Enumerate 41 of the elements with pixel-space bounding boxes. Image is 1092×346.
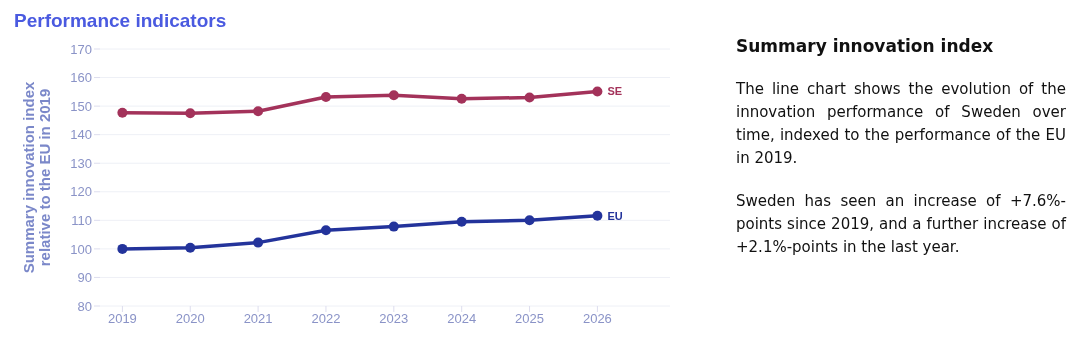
x-tick-label: 2023 (379, 311, 409, 327)
point (592, 210, 603, 221)
text: The line chart shows the evolution of the innovation performance of Sweden over time, indexed to the performance of the EU in 2019. (736, 79, 1066, 169)
point (185, 108, 196, 119)
point (456, 216, 467, 227)
y-tick-label: 90 (77, 270, 92, 286)
x-tick-label: 2024 (447, 311, 477, 327)
y-tick-label: 80 (77, 298, 92, 314)
text: Sweden has seen an increase of +7.6%-points since 2019, and a further increase of +2.1%-points in the last year. (736, 191, 1066, 258)
point (524, 215, 535, 226)
x-tick-label: 2026 (582, 311, 612, 327)
point (388, 221, 399, 232)
y-tick-label: 120 (70, 184, 92, 200)
point (117, 243, 128, 254)
y-tick-label: 130 (70, 155, 92, 171)
point (253, 237, 264, 248)
chart-title: Performance indicators (14, 9, 228, 33)
x-tick-label: 2019 (107, 311, 137, 327)
x-tick-label: 2022 (311, 311, 341, 327)
point (185, 242, 196, 253)
y-tick-label: 170 (70, 41, 92, 57)
y-tick-label: 160 (70, 70, 92, 86)
text: Summary innovation index (736, 36, 995, 56)
point (388, 90, 399, 101)
point (253, 106, 264, 117)
point (320, 91, 331, 102)
y-tick-label: 100 (70, 241, 92, 257)
series-label: EU (607, 209, 623, 222)
y-tick-label: 110 (71, 212, 92, 228)
point (320, 225, 331, 236)
y-tick-label: 150 (70, 98, 92, 114)
point (456, 93, 467, 104)
x-tick-label: 2021 (243, 311, 273, 327)
x-tick-label: 2025 (515, 311, 544, 327)
y-tick-label: 140 (70, 127, 92, 143)
series-label: SE (607, 85, 623, 98)
point (592, 86, 603, 97)
point (117, 107, 128, 118)
y-axis-title: Summary innovation index relative to the EU in 2019 (20, 81, 53, 274)
point (524, 92, 535, 103)
x-tick-label: 2020 (175, 311, 205, 327)
